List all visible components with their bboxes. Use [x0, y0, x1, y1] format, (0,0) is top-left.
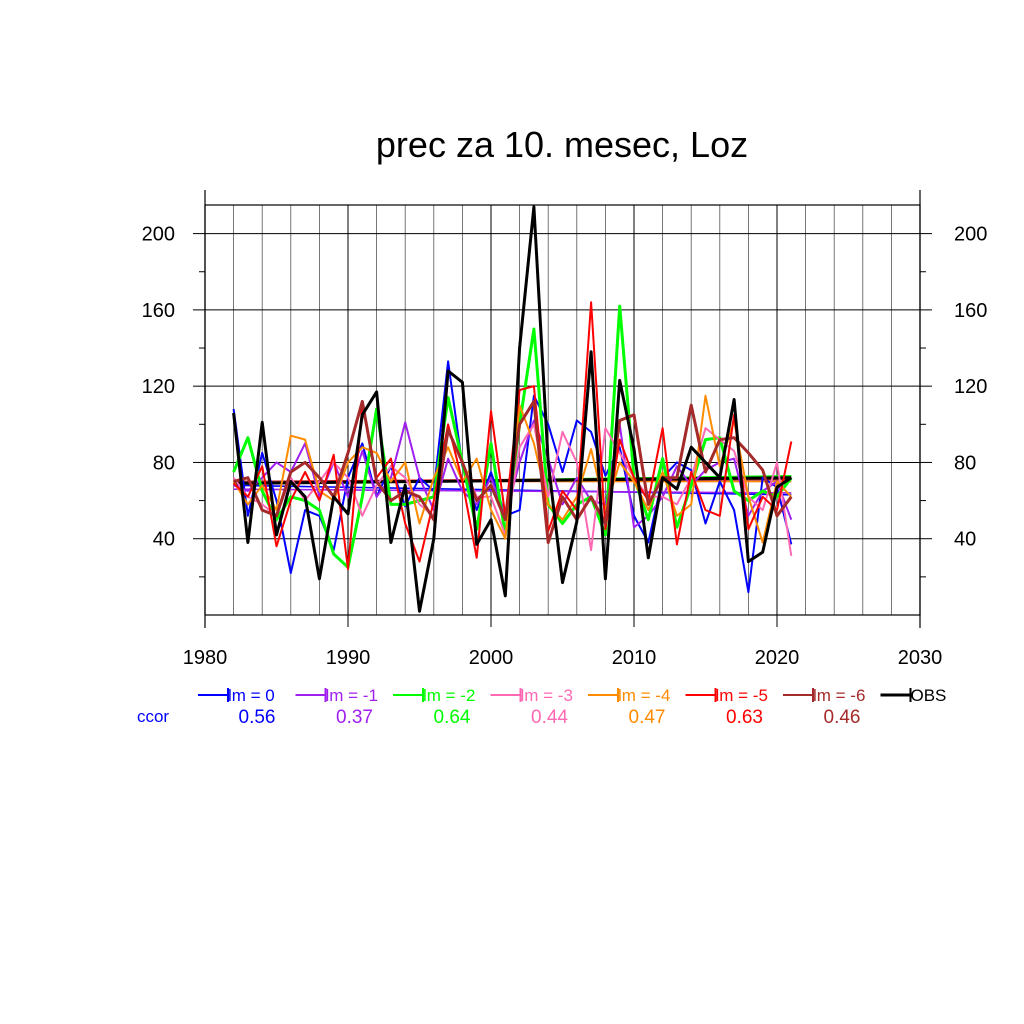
x-tick-label: 1980: [183, 647, 228, 669]
ccor-value: 0.46: [824, 707, 861, 728]
series-line: [232, 301, 793, 571]
chart-title: prec za 10. mesec, Loz: [376, 124, 748, 165]
y-tick-label-left: 40: [153, 529, 175, 551]
y-tick-label-left: 200: [142, 224, 175, 246]
y-tick-label-left: 160: [142, 300, 175, 322]
ccor-value: 0.56: [239, 707, 276, 728]
legend-label: lm = -6: [813, 686, 865, 705]
legend-label: lm = -2: [423, 686, 475, 705]
y-tick-label-right: 120: [954, 376, 987, 398]
y-tick-label-right: 80: [954, 452, 976, 474]
legend-label: lm = -1: [326, 686, 378, 705]
plot-frame: [204, 204, 921, 616]
y-tick-label-right: 200: [954, 224, 987, 246]
x-tick-label: 1990: [326, 647, 371, 669]
ccor-value: 0.64: [434, 707, 471, 728]
ccor-value: 0.37: [336, 707, 373, 728]
series-line: [232, 304, 793, 569]
x-tick-label: 2020: [755, 647, 800, 669]
ccor-value: 0.44: [531, 707, 568, 728]
x-tick-label: 2030: [898, 647, 943, 669]
series-line: [232, 205, 793, 613]
ccor-value: 0.63: [726, 707, 763, 728]
y-tick-label-right: 40: [954, 529, 976, 551]
legend-label: lm = 0: [228, 686, 275, 705]
y-tick-label-right: 160: [954, 300, 987, 322]
grid-lines: [204, 205, 921, 615]
y-tick-label-left: 120: [142, 376, 175, 398]
x-tick-label: 2000: [469, 647, 514, 669]
x-tick-label: 2010: [612, 647, 657, 669]
axes: 40 40 80 80 120 120 160 160 200 200 1980 1990 2000 20…: [142, 190, 987, 669]
legend-label: lm = -4: [618, 686, 670, 705]
legend: ccor lm = 0 0.56 lm = -1 0.37 lm = -2 0.64 lm =…: [137, 686, 946, 728]
legend-label: OBS: [911, 686, 947, 705]
legend-label: lm = -3: [521, 686, 573, 705]
series-lines: [232, 205, 793, 613]
legend-label: lm = -5: [716, 686, 768, 705]
y-tick-label-left: 80: [153, 452, 175, 474]
ccor-label: ccor: [137, 707, 169, 726]
ccor-value: 0.47: [629, 707, 666, 728]
